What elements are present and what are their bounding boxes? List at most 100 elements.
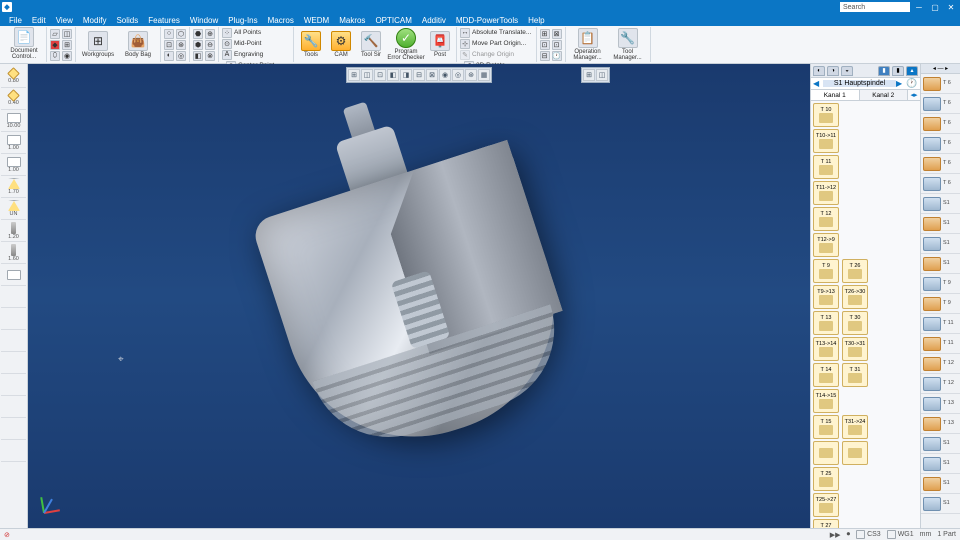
right-tool-17[interactable]: T 13 bbox=[921, 414, 960, 434]
mid-point[interactable]: ⊙Mid-Point bbox=[222, 38, 290, 49]
menu-help[interactable]: Help bbox=[523, 16, 549, 25]
menu-view[interactable]: View bbox=[51, 16, 78, 25]
right-tool-21[interactable]: S1 bbox=[921, 494, 960, 514]
right-tool-18[interactable]: S1 bbox=[921, 434, 960, 454]
vp-btn[interactable]: ◫ bbox=[361, 69, 373, 81]
vp-btn[interactable]: ◎ bbox=[452, 69, 464, 81]
right-tool-14[interactable]: T 12 bbox=[921, 354, 960, 374]
clock-icon[interactable]: 🕐 bbox=[906, 78, 918, 89]
misc-5[interactable]: ⊡ bbox=[552, 39, 562, 50]
op-card[interactable]: T 26 bbox=[842, 259, 868, 283]
op-tab-btn[interactable]: ▴ bbox=[906, 66, 918, 76]
vp-btn[interactable]: ⊟ bbox=[413, 69, 425, 81]
op-card[interactable] bbox=[813, 441, 839, 465]
left-tool-1[interactable]: 0.40 bbox=[1, 88, 26, 110]
menu-macros[interactable]: Macros bbox=[263, 16, 299, 25]
geom-3[interactable]: ◐ bbox=[164, 50, 174, 61]
misc-6[interactable]: 🕐 bbox=[552, 50, 562, 61]
shape-button-6[interactable]: ◉ bbox=[62, 50, 72, 61]
minimize-button[interactable]: ─ bbox=[912, 1, 926, 13]
menu-makros[interactable]: Makros bbox=[334, 16, 370, 25]
document-control-button[interactable]: 📄 Document Control... bbox=[5, 27, 43, 60]
shape-button-3[interactable]: ⬯ bbox=[50, 50, 60, 61]
left-tool-7[interactable]: 1.20 bbox=[1, 220, 26, 242]
right-tool-2[interactable]: T 6 bbox=[921, 114, 960, 134]
viewport-3d[interactable]: ⊞ ◫ ⊡ ◧ ◨ ⊟ ⊠ ◉ ◎ ⊛ ▦ ⊞ ◫ ⌖ bbox=[28, 64, 810, 528]
op-card[interactable]: T10->11 bbox=[813, 129, 839, 153]
misc-2[interactable]: ⊡ bbox=[540, 39, 550, 50]
misc-1[interactable]: ⊞ bbox=[540, 28, 550, 39]
right-tool-4[interactable]: T 6 bbox=[921, 154, 960, 174]
geom-2[interactable]: ⊡ bbox=[164, 39, 174, 50]
right-tool-0[interactable]: T 6 bbox=[921, 74, 960, 94]
solid-2[interactable]: ⬢ bbox=[193, 39, 203, 50]
op-card[interactable]: T12->9 bbox=[813, 233, 839, 257]
sb-cs-icon[interactable] bbox=[856, 530, 865, 539]
sb-rec[interactable]: ⏺ bbox=[847, 531, 851, 539]
right-tool-9[interactable]: S1 bbox=[921, 254, 960, 274]
all-points[interactable]: ⁘All Points bbox=[222, 27, 290, 38]
shape-button-4[interactable]: ◫ bbox=[62, 28, 72, 39]
shape-button-1[interactable]: ▱ bbox=[50, 28, 60, 39]
search-input[interactable]: Search bbox=[840, 2, 910, 12]
vp-btn-r[interactable]: ◫ bbox=[596, 69, 608, 81]
sb-stop-icon[interactable]: ⊘ bbox=[4, 531, 10, 539]
menu-features[interactable]: Features bbox=[143, 16, 185, 25]
menu-file[interactable]: File bbox=[4, 16, 27, 25]
op-tab-btn[interactable]: ▮ bbox=[892, 66, 904, 76]
prev-spindle[interactable]: ◀ bbox=[813, 79, 823, 88]
vp-btn[interactable]: ◨ bbox=[400, 69, 412, 81]
right-tool-16[interactable]: T 13 bbox=[921, 394, 960, 414]
right-tool-15[interactable]: T 12 bbox=[921, 374, 960, 394]
tools-tab[interactable]: 🔧 Tools bbox=[297, 31, 325, 58]
geom-4[interactable]: ⬡ bbox=[176, 28, 186, 39]
vp-btn[interactable]: ◧ bbox=[387, 69, 399, 81]
operation-list[interactable]: T 10T10->11T 11T11->12T 12T12->9T 9T 26T… bbox=[811, 101, 920, 528]
menu-wedm[interactable]: WEDM bbox=[299, 16, 334, 25]
op-card[interactable]: T11->12 bbox=[813, 181, 839, 205]
op-card[interactable]: T 25 bbox=[813, 467, 839, 491]
op-tab-btn[interactable]: ▮ bbox=[878, 66, 890, 76]
bodybag-button[interactable]: 👜 Body Bag bbox=[119, 31, 157, 58]
op-card[interactable]: T14->15 bbox=[813, 389, 839, 413]
menu-edit[interactable]: Edit bbox=[27, 16, 51, 25]
menu-mdd[interactable]: MDD-PowerTools bbox=[451, 16, 523, 25]
op-card[interactable]: T 11 bbox=[813, 155, 839, 179]
solid-1[interactable]: ⬣ bbox=[193, 28, 203, 39]
vp-btn-r[interactable]: ⊞ bbox=[583, 69, 595, 81]
menu-plugins[interactable]: Plug-Ins bbox=[223, 16, 262, 25]
right-tool-13[interactable]: T 11 bbox=[921, 334, 960, 354]
op-card[interactable]: T 30 bbox=[842, 311, 868, 335]
close-button[interactable]: ✕ bbox=[944, 1, 958, 13]
left-tool-3[interactable]: 1.00 bbox=[1, 132, 26, 154]
menu-opticam[interactable]: OPTICAM bbox=[370, 16, 416, 25]
right-tool-1[interactable]: T 6 bbox=[921, 94, 960, 114]
right-tool-5[interactable]: T 6 bbox=[921, 174, 960, 194]
op-card[interactable]: T13->14 bbox=[813, 337, 839, 361]
right-tool-7[interactable]: S1 bbox=[921, 214, 960, 234]
left-tool-9[interactable] bbox=[1, 264, 26, 286]
tool-manager[interactable]: 🔧 Tool Manager... bbox=[609, 28, 647, 61]
abs-translate[interactable]: ↔Absolute Translate... bbox=[460, 27, 532, 38]
maximize-button[interactable]: ▢ bbox=[928, 1, 942, 13]
tab-nav[interactable]: ◂▸ bbox=[908, 90, 920, 100]
solid-5[interactable]: ⊖ bbox=[205, 39, 215, 50]
op-tab-btn[interactable]: ◒ bbox=[841, 66, 853, 76]
vp-btn[interactable]: ⊞ bbox=[348, 69, 360, 81]
op-card[interactable]: T 9 bbox=[813, 259, 839, 283]
next-spindle[interactable]: ▶ bbox=[896, 79, 906, 88]
cam-tab[interactable]: ⚙ CAM bbox=[327, 31, 355, 58]
geom-6[interactable]: ◎ bbox=[176, 50, 186, 61]
menu-window[interactable]: Window bbox=[185, 16, 223, 25]
vp-btn[interactable]: ⊠ bbox=[426, 69, 438, 81]
program-checker[interactable]: ✓ Program Error Checker bbox=[387, 28, 425, 61]
vp-btn[interactable]: ⊛ bbox=[465, 69, 477, 81]
change-origin[interactable]: ✎Change Origin bbox=[460, 49, 532, 60]
left-tool-2[interactable]: 10.00 bbox=[1, 110, 26, 132]
move-origin[interactable]: ⊹Move Part Origin... bbox=[460, 38, 532, 49]
op-card[interactable]: T 12 bbox=[813, 207, 839, 231]
solid-6[interactable]: ⊗ bbox=[205, 50, 215, 61]
op-tab-btn[interactable]: ◑ bbox=[827, 66, 839, 76]
channel-tab-1[interactable]: Kanal 1 bbox=[811, 90, 860, 100]
right-tool-3[interactable]: T 6 bbox=[921, 134, 960, 154]
